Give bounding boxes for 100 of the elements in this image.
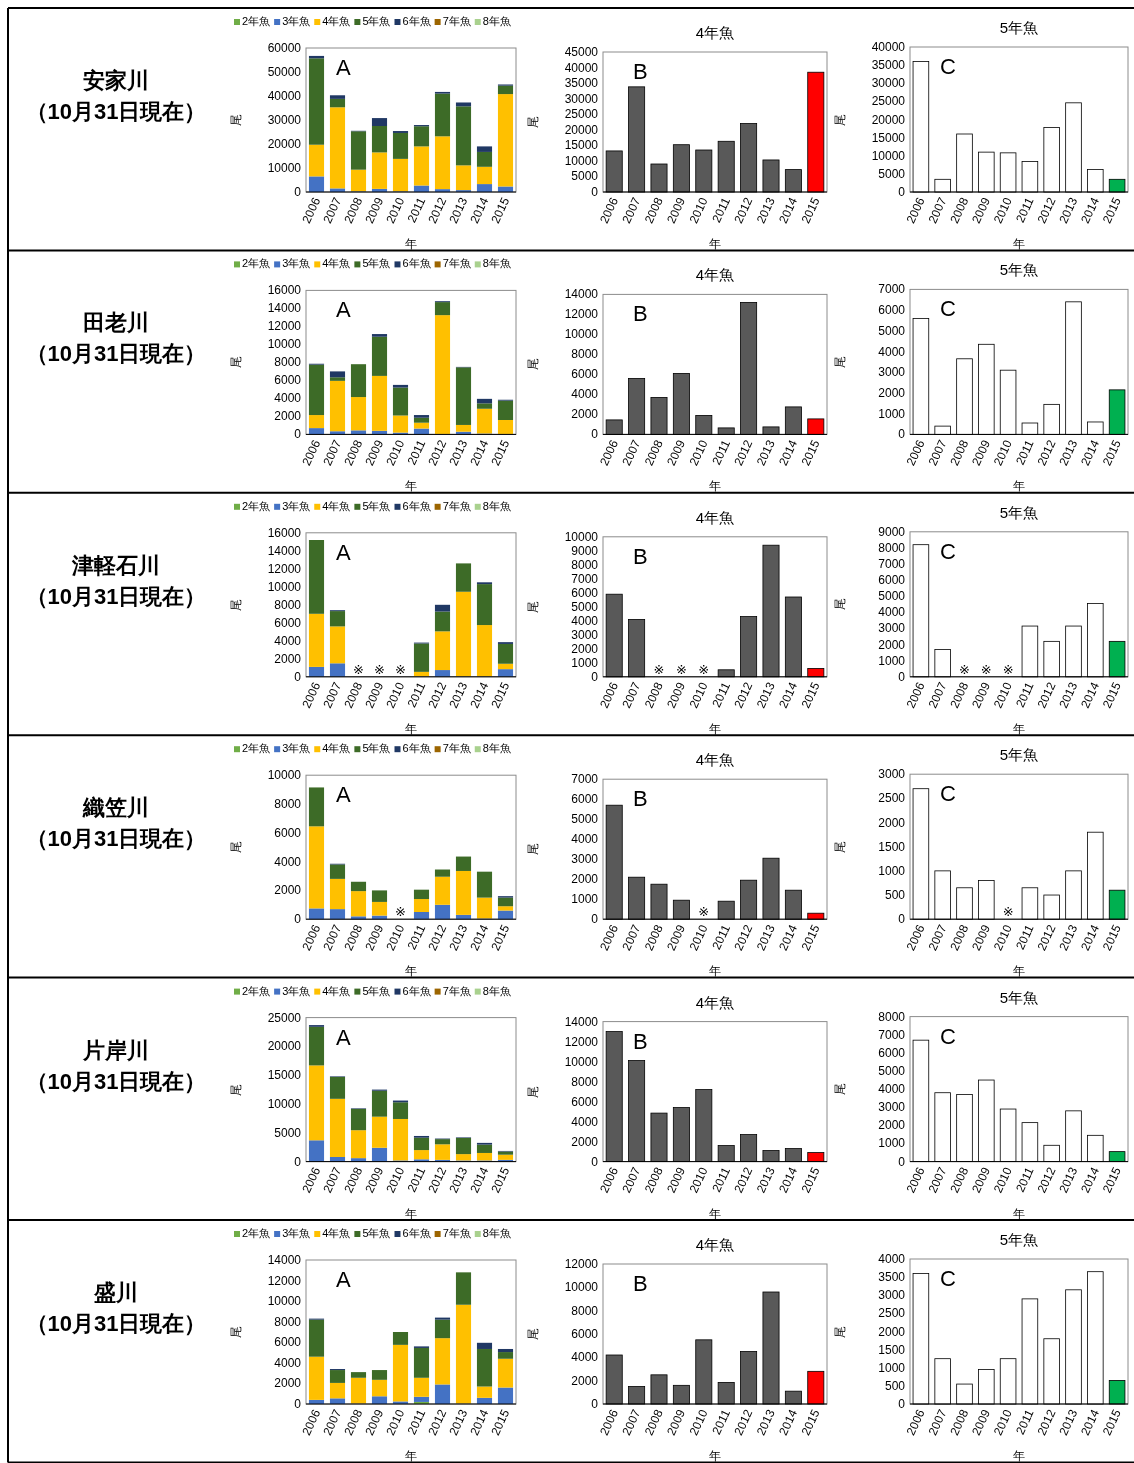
legend-label: 3年魚 [282,499,311,512]
y-tick-label: 0 [898,427,906,442]
y-tick-label: 15000 [564,138,599,153]
y-tick-label: 8000 [274,797,302,811]
x-tick-label: 2010 [686,437,711,468]
text: 安家川 [83,68,149,93]
text: （10月31日現在） [25,99,207,124]
x-tick-label: 2012 [1034,1164,1059,1196]
y-tick-label: 6000 [571,585,599,600]
y-axis-title: 尾 [526,843,540,856]
y-tick-label: 0 [898,185,906,199]
y-tick-label: 30000 [267,113,302,127]
x-axis-title: 年 [405,479,417,494]
y-tick-label: 6000 [274,615,302,630]
x-tick-label: 2008 [947,1164,972,1196]
x-tick-label: 2008 [641,1164,666,1196]
y-tick-label: 9000 [571,543,599,558]
chart-title: 4年魚 [695,24,735,41]
annotation: ※ [1002,661,1014,677]
x-tick-label: 2007 [925,679,950,711]
x-axis-title: 年 [709,964,721,979]
y-tick-label: 15000 [871,130,906,145]
legend-label: 5年魚 [362,984,391,997]
annotation: A [336,1267,351,1292]
x-tick-label: 2009 [664,1164,689,1196]
legend-label: 2年魚 [242,499,271,512]
y-tick-label: 2000 [571,407,599,422]
y-tick-label: 10000 [267,161,302,175]
y-tick-label: 1000 [878,863,906,878]
y-tick-label: 8000 [878,1009,906,1024]
text: （10月31日現在） [25,583,207,609]
x-tick-label: 2012 [731,195,756,226]
y-tick-label: 45000 [564,45,599,59]
chart-title: 4年魚 [695,266,735,284]
legend-label: 8年魚 [482,15,511,27]
y-axis-title: 尾 [229,1083,243,1096]
y-axis-title: 尾 [833,1083,847,1096]
annotation: C [940,781,956,807]
y-tick-label: 2500 [878,1306,906,1321]
x-tick-label: 2011 [709,1407,734,1437]
y-tick-label: 6000 [274,1335,302,1350]
y-tick-label: 0 [898,1154,906,1169]
x-tick-label: 2015 [798,195,823,226]
y-tick-label: 0 [294,427,302,442]
chart-title: 5年魚 [999,261,1039,279]
x-axis-title: 年 [405,1449,417,1463]
y-tick-label: 10000 [267,579,302,594]
y-tick-label: 7000 [571,571,599,586]
x-tick-label: 2011 [1013,679,1037,710]
y-axis-title: 尾 [526,1328,540,1340]
y-tick-label: 35000 [871,58,906,73]
y-tick-label: 0 [898,669,906,684]
y-tick-label: 50000 [267,65,302,79]
x-tick-label: 2007 [925,437,950,468]
x-tick-label: 2006 [903,437,928,468]
y-tick-label: 12000 [564,1257,599,1271]
legend-label: 6年魚 [402,1227,431,1239]
legend-label: 7年魚 [442,15,471,27]
y-tick-label: 8000 [571,1074,599,1089]
x-tick-label: 2011 [1013,195,1037,225]
x-tick-label: 2008 [641,437,666,468]
y-tick-label: 5000 [274,1125,302,1140]
x-tick-label: 2007 [619,922,644,953]
annotation: A [336,539,351,565]
y-tick-label: 25000 [871,94,906,109]
y-tick-label: 0 [591,1397,599,1411]
y-tick-label: 500 [884,888,906,903]
x-tick-label: 2012 [731,1407,756,1438]
y-tick-label: 7000 [878,282,906,297]
legend-label: 3年魚 [282,15,311,27]
y-tick-label: 40000 [564,60,599,75]
annotation: C [940,296,956,322]
x-tick-label: 2011 [709,195,734,225]
y-tick-label: 20000 [267,137,302,151]
x-tick-label: 2006 [596,437,622,468]
x-tick-label: 2013 [753,1164,778,1196]
x-tick-label: 2008 [641,922,666,953]
y-tick-label: 8000 [878,540,906,555]
y-tick-label: 20000 [564,122,599,137]
y-tick-label: 0 [294,912,302,927]
y-axis-title: 尾 [833,598,847,611]
legend-label: 7年魚 [442,984,471,997]
x-tick-label: 2006 [596,195,622,226]
text: （10月31日現在） [25,1068,207,1094]
x-axis-title: 年 [709,479,721,494]
legend-label: 4年魚 [322,499,351,512]
y-tick-label: 2000 [274,883,302,898]
y-tick-label: 3000 [878,365,906,380]
y-axis-title: 尾 [229,598,243,611]
legend-label: 6年魚 [402,257,431,270]
y-tick-label: 3000 [878,1288,906,1303]
x-tick-label: 2007 [619,1164,644,1196]
y-tick-label: 4000 [274,633,302,648]
y-axis-title: 尾 [833,355,847,368]
x-tick-label: 2010 [686,922,711,953]
y-tick-label: 25000 [267,1010,302,1025]
annotation: C [940,1266,956,1291]
y-tick-label: 3000 [878,621,906,636]
y-tick-label: 0 [294,1397,302,1411]
y-tick-label: 1000 [571,892,599,907]
